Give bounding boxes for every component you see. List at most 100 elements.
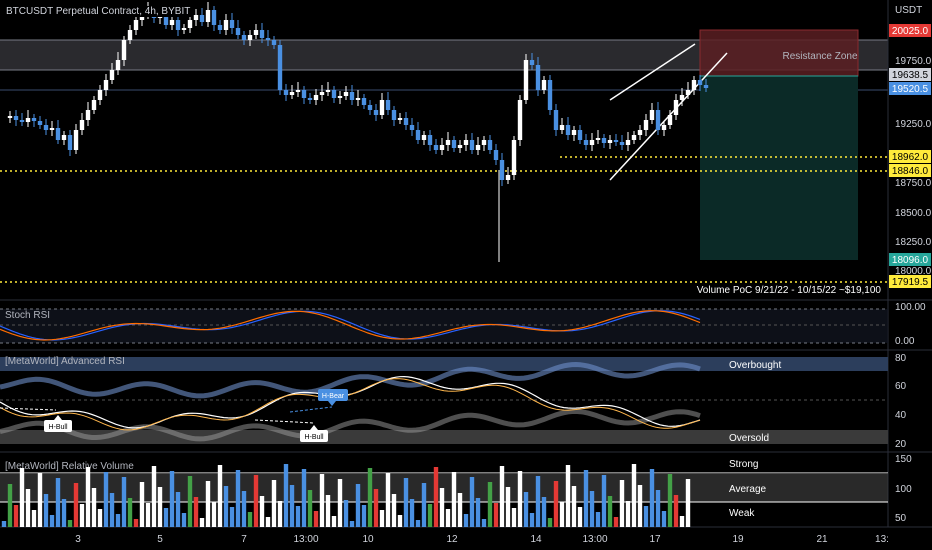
svg-text:19638.5: 19638.5 (892, 70, 929, 81)
candle-body (241, 35, 247, 40)
volume-bar (613, 517, 619, 527)
volume-bar (139, 482, 145, 527)
candle-body (379, 100, 385, 115)
volume-bar (589, 491, 595, 527)
volume-bar (469, 477, 475, 527)
candle-body (259, 30, 265, 38)
candle-body (283, 90, 289, 95)
volume-bar (205, 481, 211, 527)
volume-bar (127, 498, 133, 527)
candle-body (343, 92, 349, 96)
volume-bar (433, 467, 439, 527)
candle-body (73, 130, 79, 150)
target-zone-box[interactable] (700, 76, 858, 260)
volume-bar (577, 507, 583, 527)
volume-bar (331, 516, 337, 527)
candle-body (319, 92, 325, 95)
rsi-tick: 20 (895, 439, 907, 450)
volume-bars (1, 464, 691, 527)
relative-volume-pane[interactable]: [MetaWorld] Relative Volume Strong Avera… (0, 454, 912, 527)
rsi-lower-band (0, 408, 701, 442)
stoch-tick: 100.00 (895, 302, 926, 313)
volume-tick: 150 (895, 454, 912, 465)
candle-body (109, 70, 115, 80)
candle-body (691, 80, 697, 90)
volume-bar (115, 514, 121, 527)
volume-bar (19, 468, 25, 527)
volume-bar (337, 479, 343, 527)
stoch-rsi-pane[interactable]: Stoch RSI 100.00 0.00 (0, 302, 926, 347)
candle-body (367, 105, 373, 110)
candle-body (61, 135, 67, 140)
candlestick-series (7, 2, 709, 262)
candle-body (409, 125, 415, 130)
svg-text:18096.0: 18096.0 (892, 255, 929, 266)
strong-label: Strong (729, 459, 758, 470)
candle-body (181, 28, 187, 30)
candle-body (511, 140, 517, 175)
volume-bar (427, 504, 433, 527)
candle-body (43, 125, 49, 130)
candle-body (535, 65, 541, 90)
candle-body (97, 90, 103, 100)
volume-bar (37, 473, 43, 527)
candle-body (325, 90, 331, 92)
candle-body (25, 118, 31, 122)
advanced-rsi-pane[interactable]: [MetaWorld] Advanced RSI Overbought Over… (0, 353, 907, 450)
candle-body (175, 20, 181, 30)
candle-body (289, 92, 295, 95)
channel-upper-line[interactable] (609, 43, 696, 101)
price-tag: 19520.5 (889, 82, 931, 95)
candle-body (589, 140, 595, 145)
stoch-d-line (0, 310, 701, 341)
h-bear-marker[interactable]: H-Bear (318, 389, 348, 406)
volume-bar (151, 466, 157, 527)
h-bull-marker[interactable]: H-Bull (44, 415, 72, 432)
time-tick: 5 (157, 534, 163, 545)
volume-bar (361, 505, 367, 527)
candle-body (637, 130, 643, 135)
svg-text:H-Bull: H-Bull (48, 424, 68, 431)
candle-body (397, 118, 403, 120)
oversold-label: Oversold (729, 433, 769, 444)
candle-body (301, 90, 307, 98)
candle-body (565, 125, 571, 135)
candle-body (547, 80, 553, 110)
volume-bar (403, 478, 409, 527)
time-axis[interactable]: 3 5 7 13:00 10 12 14 13:00 17 19 21 13: (75, 534, 889, 545)
volume-bar (379, 510, 385, 527)
price-tick: 18250.0 (895, 237, 932, 248)
volume-bar (661, 511, 667, 527)
volume-bar (679, 516, 685, 527)
rsi-line (0, 375, 701, 429)
candle-body (523, 60, 529, 100)
volume-bar (163, 508, 169, 527)
stoch-k-line (0, 310, 701, 341)
volume-bar (565, 465, 571, 527)
candle-body (85, 110, 91, 120)
volume-bar (289, 485, 295, 527)
candle-body (631, 135, 637, 140)
symbol-title[interactable]: BTCUSDT Perpetual Contract, 4h, BYBIT (4, 6, 193, 17)
candle-body (349, 92, 355, 100)
volume-bar (643, 506, 649, 527)
price-tag: 17919.5 (889, 275, 931, 288)
svg-text:18846.0: 18846.0 (892, 166, 929, 177)
price-tag: 18846.0 (889, 164, 931, 177)
candle-body (253, 30, 259, 35)
currency-label: USDT (895, 5, 922, 16)
price-tag: 18096.0 (889, 253, 931, 266)
volume-bar (103, 472, 109, 527)
candle-body (331, 90, 337, 98)
volume-bar (385, 473, 391, 527)
price-axis[interactable]: USDT 19750.0 19250.0 18750.0 18500.0 182… (895, 5, 932, 277)
volume-bar (601, 475, 607, 527)
volume-bar (49, 515, 55, 527)
h-bull-marker[interactable]: H-Bull (300, 425, 328, 442)
candle-body (613, 140, 619, 142)
volume-bar (211, 502, 217, 527)
candle-body (79, 120, 85, 130)
candle-body (415, 130, 421, 140)
volume-bar (247, 512, 253, 527)
